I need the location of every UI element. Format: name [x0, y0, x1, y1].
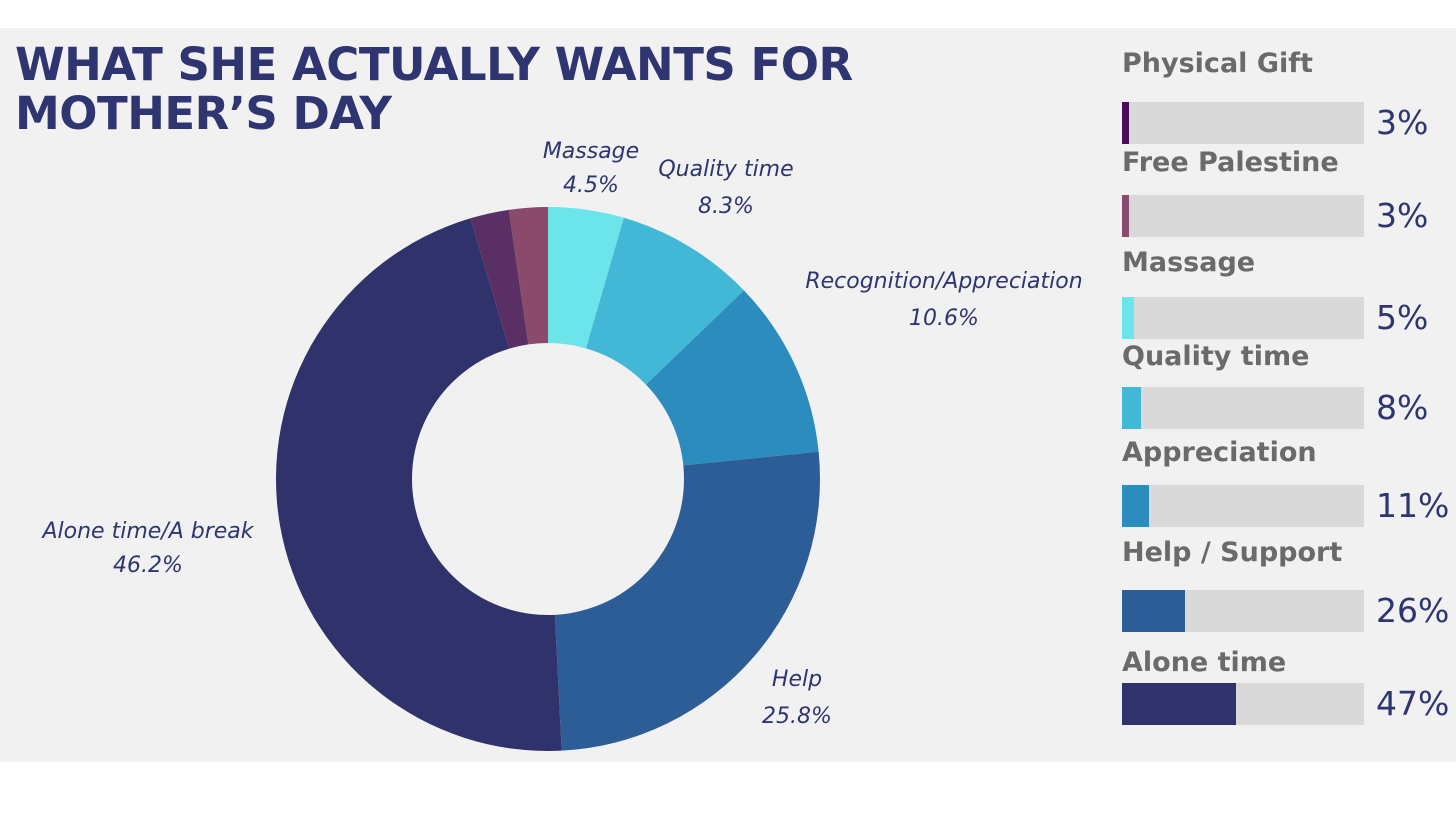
bar-fill-appreciation: [1122, 485, 1149, 527]
donut-slice-recognition-appreciation: [645, 290, 819, 466]
bar-track-physical-gift: [1122, 102, 1364, 144]
bar-fill-help-support: [1122, 590, 1185, 632]
donut-slice-physical-gift: [470, 209, 529, 349]
bar-value-physical-gift: 3%: [1376, 103, 1429, 142]
bar-track-appreciation: [1122, 485, 1364, 527]
bar-label-appreciation: Appreciation: [1122, 437, 1317, 468]
slice-value-alone-time-a-break: 46.2%: [113, 553, 183, 578]
bar-value-free-palestine: 3%: [1376, 196, 1429, 235]
bar-value-alone-time: 47%: [1376, 684, 1450, 723]
bar-fill-massage: [1122, 297, 1135, 339]
bar-label-free-palestine: Free Palestine: [1122, 147, 1339, 178]
donut-slice-massage: [548, 207, 624, 349]
slice-value-recognition-appreciation: 10.6%: [909, 306, 979, 331]
slice-value-massage: 4.5%: [563, 173, 619, 198]
slice-label-massage: Massage: [543, 139, 639, 164]
bar-label-quality-time: Quality time: [1122, 341, 1310, 372]
bar-track-alone-time: [1122, 683, 1364, 725]
slice-label-alone-time-a-break: Alone time/A break: [40, 519, 254, 544]
bar-track-quality-time: [1122, 387, 1364, 429]
bar-track-massage: [1122, 297, 1364, 339]
slice-value-quality-time: 8.3%: [698, 194, 754, 219]
bar-fill-free-palestine: [1122, 195, 1130, 237]
slice-value-help: 25.8%: [762, 704, 832, 729]
donut-slice-quality-time: [585, 217, 744, 385]
chart-title: WHAT SHE ACTUALLY WANTS FOR MOTHER’S DAY: [15, 38, 853, 140]
bar-label-physical-gift: Physical Gift: [1122, 48, 1313, 79]
slice-label-help: Help: [772, 667, 822, 692]
donut-slice-help: [554, 451, 820, 751]
bar-value-help-support: 26%: [1376, 591, 1450, 630]
bar-value-massage: 5%: [1376, 298, 1429, 337]
donut-slice-free-palestine: [508, 207, 548, 345]
bar-label-alone-time: Alone time: [1122, 647, 1287, 678]
donut-slice-alone-time-a-break: [275, 218, 562, 751]
bar-fill-physical-gift: [1122, 102, 1130, 144]
donut-chart: Massage 4.5% Quality time 8.3% Recognition/A…: [40, 139, 1083, 751]
bar-value-appreciation: 11%: [1376, 486, 1450, 525]
slice-label-quality-time: Quality time: [658, 157, 793, 182]
bar-track-help-support: [1122, 590, 1364, 632]
slice-label-recognition-appreciation: Recognition/Appreciation: [805, 269, 1082, 294]
bar-chart: Physical Gift 3% Free Palestine 3% Massage 5%…: [1122, 0, 1456, 819]
bar-fill-alone-time: [1122, 683, 1236, 725]
bar-label-massage: Massage: [1122, 247, 1256, 278]
bar-value-quality-time: 8%: [1376, 388, 1429, 427]
bar-label-help-support: Help / Support: [1122, 537, 1343, 568]
bar-fill-quality-time: [1122, 387, 1142, 429]
bar-track-free-palestine: [1122, 195, 1364, 237]
